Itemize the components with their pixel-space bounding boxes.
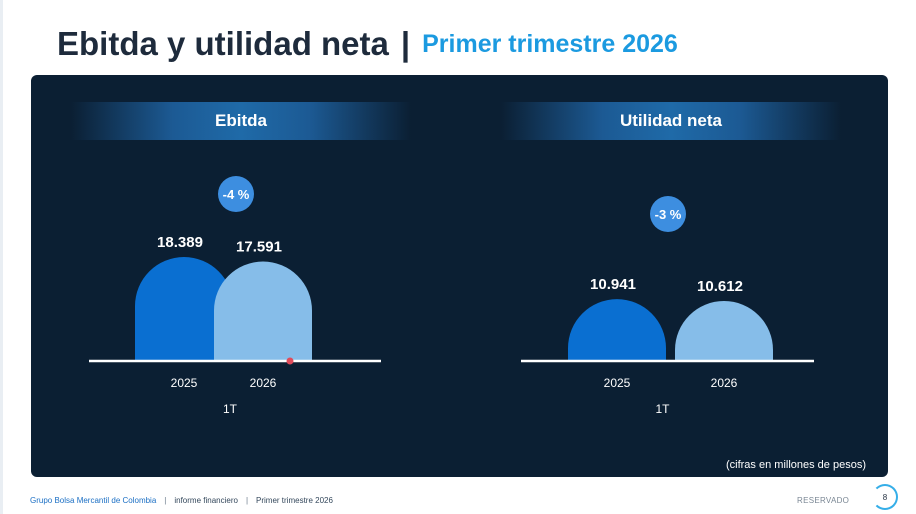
utilidad-chart-title: Utilidad neta (619, 111, 722, 130)
change-label: -4 % (223, 187, 250, 202)
group-label: 1T (223, 402, 238, 416)
category-label: 2026 (250, 376, 277, 390)
title-separator: | (400, 25, 411, 62)
bar-2026 (214, 261, 312, 361)
footer-separator: | (164, 496, 167, 505)
ebitda-chart-title: Ebitda (215, 111, 267, 130)
change-label: -3 % (655, 207, 682, 222)
category-label: 2025 (171, 376, 198, 390)
change-badge (218, 176, 254, 212)
change-badge (650, 196, 686, 232)
charts-panel: Ebitda Utilidad neta 18.389 2025 17.591 202… (31, 75, 888, 477)
footer: Grupo Bolsa Mercantil de Colombia | inform… (30, 496, 333, 505)
footer-company: Grupo Bolsa Mercantil de Colombia (30, 496, 157, 505)
bar-2026 (675, 300, 773, 361)
footer-separator: | (245, 496, 249, 505)
reserved-label: RESERVADO (797, 496, 850, 505)
value-label: 10.941 (590, 276, 636, 293)
marker-dot (286, 357, 294, 365)
value-label: 18.389 (157, 234, 203, 251)
group-label: 1T (655, 402, 670, 416)
title-subtitle: Primer trimestre 2026 (422, 29, 678, 58)
bar-2025 (135, 257, 233, 361)
page-number: 8 (872, 484, 898, 510)
footer-report: informe financiero (174, 496, 238, 505)
page-title: Ebitda y utilidad neta | Primer trimestr… (57, 22, 678, 66)
bar-2025 (568, 299, 666, 361)
value-label: 10.612 (697, 278, 743, 295)
left-edge-accent (0, 0, 3, 514)
title-main: Ebitda y utilidad neta (57, 25, 389, 62)
footer-period: Primer trimestre 2026 (256, 496, 333, 505)
utilidad-header-band: Utilidad neta (501, 102, 841, 140)
units-note: (cifras en millones de pesos) (725, 459, 866, 471)
ebitda-header-band: Ebitda (71, 102, 411, 140)
ebitda-chart: 18.389 2025 17.591 2026 1T -4 % (89, 176, 381, 416)
utilidad-neta-chart: 10.941 2025 10.612 2026 1T -3 % (521, 196, 814, 416)
category-label: 2026 (711, 376, 738, 390)
category-label: 2025 (604, 376, 631, 390)
value-label: 17.591 (236, 239, 282, 256)
